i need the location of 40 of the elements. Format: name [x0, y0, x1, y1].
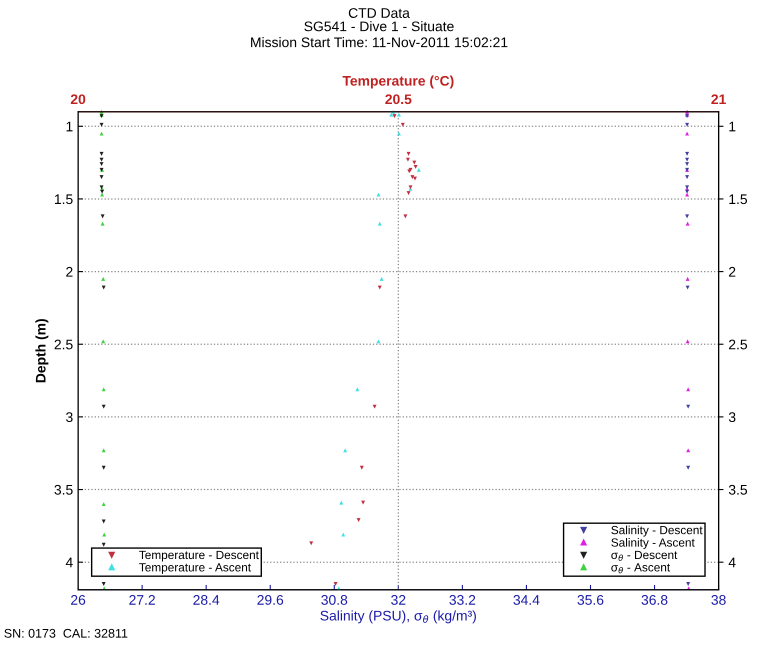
x2-tick-label: 21: [711, 94, 726, 104]
y-tick-label: 1: [66, 122, 73, 132]
x-axis-title: Salinity (PSU), σ$_{θ}$ (kg/m³): [320, 610, 476, 624]
y-tick-label: 2.5: [54, 340, 73, 350]
legend-label: σ$_{θ}$ - Descent: [611, 550, 678, 561]
chart-subtitle: SG541 - Dive 1 - Situate Mission Start Time: 11-Nov-2011 15:02:21: [251, 21, 508, 48]
x-tick-label: 34.4: [513, 595, 540, 605]
x-tick-label: 36.8: [642, 595, 668, 605]
y-tick-label: 1.5: [54, 194, 73, 204]
x-tick-label: 33.2: [449, 595, 476, 605]
legend-label: Salinity - Descent: [611, 526, 703, 537]
legend-label: Temperature - Ascent: [139, 563, 251, 574]
y-tick-label: 2: [66, 266, 73, 277]
y2-tick-label: 1.5: [729, 194, 748, 204]
legend-label: Temperature - Descent: [139, 550, 259, 562]
x-tick-label: 29.6: [257, 595, 284, 605]
x2-tick-label: 20: [70, 94, 86, 104]
y2-tick-label: 2: [729, 266, 736, 277]
x2-axis-title: Temperature (°C): [342, 76, 454, 88]
y2-tick-label: 1: [729, 122, 736, 132]
x-tick-label: 32: [391, 595, 406, 605]
y-tick-label: 3.5: [54, 484, 73, 495]
x-tick-label: 35.6: [577, 595, 604, 605]
legend-label: Salinity - Ascent: [611, 538, 695, 550]
text: SN: 0173 CAL: 32811: [4, 628, 128, 638]
y-axis-title: Depth (m): [35, 319, 48, 382]
x-tick-label: 27.2: [129, 595, 155, 605]
y2-tick-label: 3: [728, 412, 736, 422]
x-tick-label: 26: [71, 595, 86, 605]
legend-label: σ$_{θ}$ - Ascent: [611, 563, 670, 574]
x-tick-label: 30.8: [321, 595, 348, 605]
y2-tick-label: 3.5: [728, 484, 748, 495]
y-tick-label: 4: [66, 558, 73, 568]
x-tick-label: 38: [711, 595, 726, 605]
y-tick-label: 3: [66, 412, 73, 422]
chart-title: CTD Data: [348, 8, 410, 18]
x2-tick-label: 20.5: [385, 94, 412, 104]
y2-tick-label: 2.5: [729, 340, 748, 350]
y2-tick-label: 4: [728, 558, 736, 568]
x-tick-label: 28.4: [193, 595, 220, 605]
